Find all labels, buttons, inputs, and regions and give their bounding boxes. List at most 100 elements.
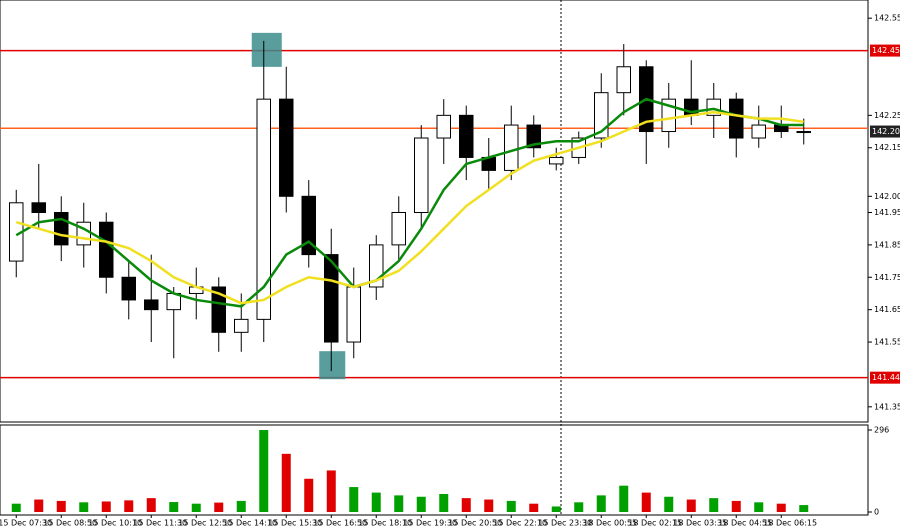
marker — [319, 351, 346, 380]
y-tick-label: 141.35 — [874, 402, 900, 411]
volume-bar — [236, 500, 246, 512]
x-tick-label: 18 Dec 03:35 — [673, 519, 727, 528]
candle-body — [234, 318, 249, 333]
volume-bar — [259, 430, 269, 512]
candle-body — [796, 131, 811, 134]
volume-bar — [484, 499, 494, 512]
y-tick-label: 141.65 — [874, 305, 900, 314]
v-tick-label: 296 — [874, 426, 889, 435]
volume-bar — [664, 496, 674, 512]
x-tick-label: 15 Dec 15:30 — [268, 519, 322, 528]
volume-bar — [619, 485, 629, 512]
x-tick-label: 18 Dec 00:55 — [583, 519, 637, 528]
volume-bar — [686, 499, 696, 512]
moving-average — [15, 110, 804, 305]
volume-bar — [11, 503, 21, 512]
y-tick-label: 141.85 — [874, 240, 900, 249]
volume-bar — [191, 503, 201, 512]
volume-bar — [56, 500, 66, 512]
volume-bar — [799, 505, 809, 512]
x-tick-label: 18 Dec 04:55 — [718, 519, 772, 528]
candle-body — [256, 98, 271, 320]
candle-body — [301, 195, 316, 256]
x-tick-label: 15 Dec 08:50 — [43, 519, 97, 528]
price-panel — [0, 0, 869, 423]
volume-bar — [754, 502, 764, 512]
volume-panel — [0, 424, 869, 516]
volume-bar — [281, 453, 291, 512]
x-tick-label: 15 Dec 22:10 — [493, 519, 547, 528]
candle-body — [549, 156, 564, 165]
candle-body — [391, 212, 406, 246]
candle-body — [616, 66, 631, 94]
candle-body — [346, 286, 361, 343]
candle-body — [414, 137, 429, 213]
volume-bar — [371, 492, 381, 512]
x-tick-label: 18 Dec 06:15 — [763, 519, 817, 528]
level-box — [870, 44, 900, 57]
level-label: 142.45 — [872, 46, 900, 55]
last-box — [870, 125, 900, 138]
candle-body — [121, 276, 136, 301]
y-tick-label: 141.55 — [874, 338, 900, 347]
candle-body — [504, 124, 519, 171]
volume-bar — [506, 500, 516, 512]
x-tick-label: 15 Dec 07:30 — [0, 519, 52, 528]
x-tick-label: 15 Dec 12:50 — [178, 519, 232, 528]
y-tick-label: 142.15 — [874, 143, 900, 152]
volume-bar — [146, 498, 156, 512]
y-tick-label: 142.25 — [874, 111, 900, 120]
candle-body — [54, 212, 69, 246]
volume-bar — [461, 498, 471, 512]
x-tick-label: 15 Dec 11:30 — [133, 519, 187, 528]
marker — [251, 32, 282, 67]
candle-body — [211, 286, 226, 333]
last-label: 142.20 — [872, 127, 900, 136]
candle-body — [436, 114, 451, 139]
level-box — [870, 371, 900, 384]
candle-body — [279, 98, 294, 197]
x-tick-label: 15 Dec 16:50 — [313, 519, 367, 528]
x-tick-label: 15 Dec 10:10 — [88, 519, 142, 528]
y-tick-label: 142.00 — [874, 192, 900, 201]
candle-body — [99, 221, 114, 278]
volume-bar — [596, 495, 606, 512]
x-tick-label: 15 Dec 23:30 — [538, 519, 592, 528]
volume-bar — [34, 499, 44, 512]
volume-bar — [529, 503, 539, 512]
volume-bar — [551, 506, 561, 512]
volume-bar — [776, 503, 786, 512]
volume-bar — [641, 492, 651, 512]
volume-bar — [416, 496, 426, 512]
volume-bar — [304, 478, 314, 512]
volume-bar — [574, 502, 584, 512]
volume-bar — [731, 500, 741, 512]
candle-body — [324, 254, 339, 343]
volume-bar — [124, 500, 134, 512]
v-tick-label: 0 — [874, 508, 879, 517]
x-tick-label: 15 Dec 20:50 — [448, 519, 502, 528]
candle-body — [751, 124, 766, 139]
volume-bar — [709, 498, 719, 512]
x-tick-label: 18 Dec 02:15 — [628, 519, 682, 528]
moving-average — [15, 97, 804, 308]
volume-bar — [79, 502, 89, 512]
candle-body — [729, 98, 744, 139]
x-tick-label: 15 Dec 19:30 — [403, 519, 457, 528]
x-tick-label: 15 Dec 14:10 — [223, 519, 277, 528]
candle-body — [594, 92, 609, 139]
level-label: 141.44 — [872, 373, 900, 382]
volume-bar — [101, 501, 111, 512]
volume-bar — [214, 502, 224, 512]
volume-bar — [394, 495, 404, 512]
candle-body — [459, 114, 474, 158]
y-tick-label: 141.95 — [874, 208, 900, 217]
volume-bar — [349, 487, 359, 512]
volume-bar — [169, 502, 179, 512]
candle-body — [706, 98, 721, 116]
x-tick-label: 15 Dec 18:10 — [358, 519, 412, 528]
candle-body — [526, 124, 541, 149]
candle-body — [31, 202, 46, 214]
candle-body — [144, 299, 159, 311]
